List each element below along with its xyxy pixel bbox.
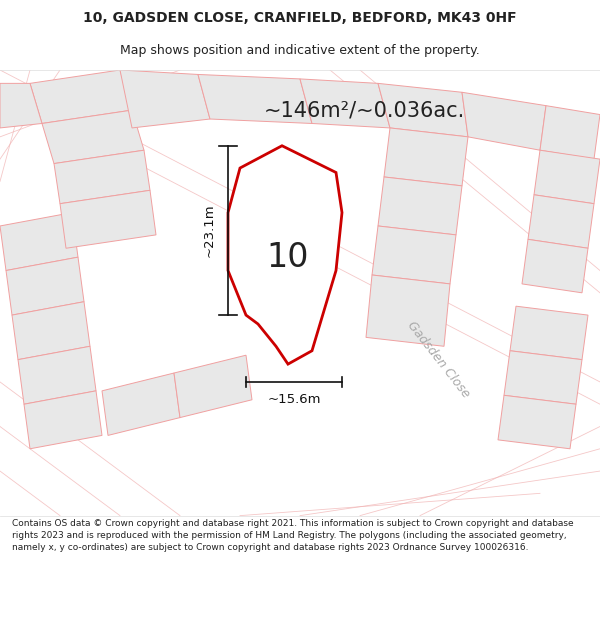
Polygon shape bbox=[372, 226, 456, 284]
Polygon shape bbox=[504, 351, 582, 404]
Polygon shape bbox=[60, 191, 156, 248]
Polygon shape bbox=[510, 306, 588, 359]
Text: ~146m²/~0.036ac.: ~146m²/~0.036ac. bbox=[264, 100, 465, 120]
Text: 10: 10 bbox=[267, 241, 309, 274]
Polygon shape bbox=[174, 355, 252, 418]
Polygon shape bbox=[54, 150, 150, 204]
Polygon shape bbox=[384, 128, 468, 186]
Polygon shape bbox=[378, 83, 468, 137]
Polygon shape bbox=[528, 195, 594, 248]
Text: 10, GADSDEN CLOSE, CRANFIELD, BEDFORD, MK43 0HF: 10, GADSDEN CLOSE, CRANFIELD, BEDFORD, M… bbox=[83, 11, 517, 24]
Polygon shape bbox=[300, 79, 390, 128]
Text: Contains OS data © Crown copyright and database right 2021. This information is : Contains OS data © Crown copyright and d… bbox=[12, 519, 574, 551]
Polygon shape bbox=[18, 346, 96, 404]
Polygon shape bbox=[24, 391, 102, 449]
Polygon shape bbox=[462, 92, 546, 150]
Polygon shape bbox=[0, 213, 78, 271]
Polygon shape bbox=[6, 257, 84, 315]
Polygon shape bbox=[366, 275, 450, 346]
Text: ~23.1m: ~23.1m bbox=[203, 204, 216, 258]
Text: ~15.6m: ~15.6m bbox=[267, 393, 321, 406]
Polygon shape bbox=[228, 146, 342, 364]
Polygon shape bbox=[540, 106, 600, 159]
Polygon shape bbox=[522, 239, 588, 292]
Polygon shape bbox=[534, 150, 600, 204]
Text: Map shows position and indicative extent of the property.: Map shows position and indicative extent… bbox=[120, 44, 480, 57]
Text: Gadsden Close: Gadsden Close bbox=[404, 319, 472, 401]
Polygon shape bbox=[498, 395, 576, 449]
Polygon shape bbox=[12, 302, 90, 359]
Polygon shape bbox=[120, 70, 210, 128]
Polygon shape bbox=[42, 110, 144, 164]
Polygon shape bbox=[0, 83, 42, 128]
Polygon shape bbox=[102, 373, 180, 436]
Polygon shape bbox=[198, 74, 312, 124]
Polygon shape bbox=[30, 70, 132, 124]
Polygon shape bbox=[378, 177, 462, 235]
